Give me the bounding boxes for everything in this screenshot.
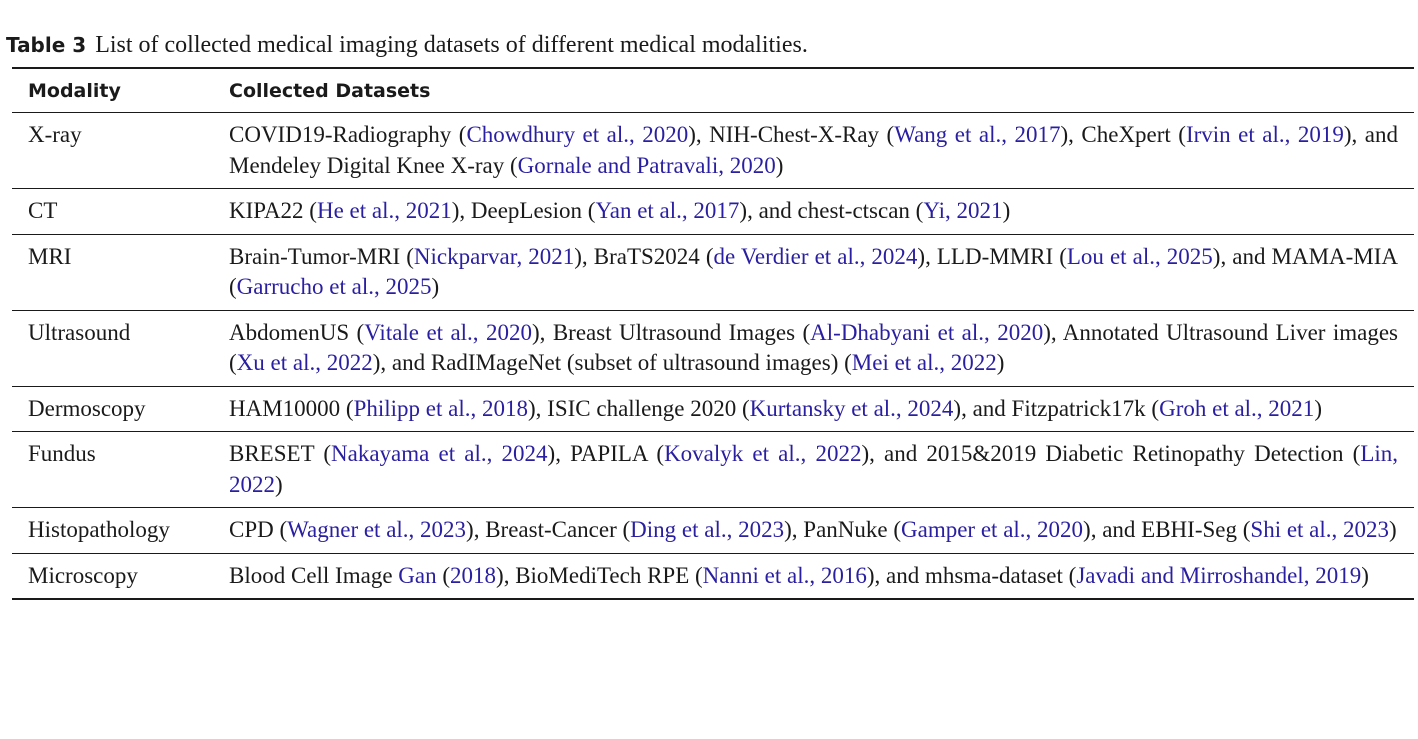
table-row: Histopathology CPD (Wagner et al., 2023),… (12, 507, 1414, 554)
citation-link[interactable]: Gan (398, 562, 437, 588)
citation-link[interactable]: Nickparvar, 2021 (413, 243, 575, 269)
citation-link[interactable]: Chowdhury et al., 2020 (466, 122, 689, 147)
citation-link[interactable]: Gornale and Patravali, 2020 (517, 152, 776, 178)
dataset-text: ), PanNuke ( (784, 517, 902, 542)
header-collected-datasets: Collected Datasets (229, 68, 1414, 113)
dataset-text: ), Annotated Ultrasound Liver images ( (229, 319, 1399, 376)
dataset-text: KIPA22 ( (229, 198, 317, 223)
table-row: X-ray COVID19-Radiography (Chowdhury et a… (12, 112, 1414, 189)
header-modality: Modality (12, 68, 229, 113)
citation-link[interactable]: Wang et al., 2017 (894, 122, 1061, 147)
datasets-cell: Blood Cell Image Gan (2018), BioMediTech… (229, 553, 1414, 599)
citation-link[interactable]: Nanni et al., 2016 (702, 562, 867, 588)
caption-text: List of collected medical imaging datase… (95, 32, 808, 58)
modality-cell: Microscopy (28, 562, 138, 588)
dataset-text: ) (775, 152, 784, 178)
citation-link[interactable]: Groh et al., 2021 (1159, 395, 1315, 421)
dataset-text: ), Breast Ultrasound Images ( (532, 319, 811, 345)
dataset-text: ), and Mendeley Digital Knee X-ray ( (229, 122, 1398, 178)
modality-cell: Fundus (12, 431, 229, 508)
dataset-text: ), and EBHI-Seg ( (1083, 517, 1251, 542)
modality-cell: CT (12, 188, 229, 235)
datasets-cell: CPD (Wagner et al., 2023), Breast-Cancer… (229, 507, 1414, 554)
citation-link[interactable]: Mei et al., 2022 (851, 350, 997, 375)
table-header-row: Modality Collected Datasets (12, 68, 1414, 113)
citation-link[interactable]: Yi, 2021 (923, 198, 1003, 223)
datasets-cell: COVID19-Radiography (Chowdhury et al., 2… (229, 112, 1414, 189)
dataset-text: ), and 2015&2019 Diabetic Retinopathy De… (861, 441, 1361, 466)
datasets-cell: KIPA22 (He et al., 2021), DeepLesion (Ya… (229, 188, 1414, 235)
modality-cell: Histopathology (12, 507, 229, 554)
modality-cell: X-ray (12, 112, 229, 189)
dataset-text: ) (1002, 198, 1011, 223)
citation-link[interactable]: Al-Dhabyani et al., 2020 (810, 319, 1044, 345)
citation-link[interactable]: He et al., 2021 (316, 198, 452, 223)
dataset-text: ), DeepLesion ( (451, 198, 596, 223)
table-row: MRI Brain-Tumor-MRI (Nickparvar, 2021), B… (12, 234, 1414, 311)
datasets-cell: Brain-Tumor-MRI (Nickparvar, 2021), BraT… (229, 234, 1414, 311)
modality-cell: Dermoscopy (12, 386, 229, 432)
table-row: Fundus BRESET (Nakayama et al., 2024), PA… (12, 431, 1414, 508)
dataset-text: ), LLD-MMRI ( (917, 243, 1067, 269)
dataset-text: CPD ( (229, 517, 288, 542)
citation-link[interactable]: Kovalyk et al., 2022 (664, 441, 862, 466)
dataset-text: ), NIH-Chest-X-Ray ( (688, 122, 895, 147)
dataset-text: ) (431, 274, 440, 299)
dataset-text: COVID19-Radiography ( (229, 122, 467, 147)
citation-link[interactable]: 2018 (450, 562, 497, 588)
citation-link[interactable]: Ding et al., 2023 (630, 517, 785, 542)
table-row: Microscopy Blood Cell Image Gan (2018), B… (12, 553, 1414, 599)
dataset-text: ), and RadIMageNet (subset of ultrasound… (372, 350, 852, 375)
citation-link[interactable]: Shi et al., 2023 (1250, 517, 1390, 542)
table-row: CT KIPA22 (He et al., 2021), DeepLesion (… (12, 188, 1414, 235)
dataset-text: Blood Cell Image (229, 562, 399, 588)
datasets-cell: AbdomenUS (Vitale et al., 2020), Breast … (229, 310, 1414, 387)
datasets-cell: HAM10000 (Philipp et al., 2018), ISIC ch… (229, 386, 1414, 432)
dataset-text: AbdomenUS ( (229, 319, 365, 345)
dataset-text: BRESET ( (229, 441, 332, 466)
dataset-text: ), and chest-ctscan ( (739, 198, 924, 223)
dataset-text: ), Breast-Cancer ( (466, 517, 631, 542)
datasets-table: Modality Collected Datasets X-ray COVID19… (12, 67, 1414, 600)
citation-link[interactable]: Irvin et al., 2019 (1185, 122, 1344, 147)
table-row: Dermoscopy HAM10000 (Philipp et al., 2018… (12, 386, 1414, 432)
citation-link[interactable]: Javadi and Mirroshandel, 2019 (1076, 562, 1362, 588)
dataset-text: ), CheXpert ( (1060, 122, 1186, 147)
dataset-text: ), BioMediTech RPE ( (496, 562, 703, 588)
citation-link[interactable]: Gamper et al., 2020 (901, 517, 1084, 542)
citation-link[interactable]: Yan et al., 2017 (595, 198, 740, 223)
dataset-text: ), BraTS2024 ( (574, 243, 714, 269)
citation-link[interactable]: Xu et al., 2022 (236, 350, 373, 375)
citation-link[interactable]: Philipp et al., 2018 (353, 395, 529, 421)
modality-cell: MRI (12, 234, 229, 311)
citation-link[interactable]: de Verdier et al., 2024 (713, 243, 918, 269)
citation-link[interactable]: Vitale et al., 2020 (364, 319, 532, 345)
modality-cell: Ultrasound (12, 310, 229, 387)
table-label: Table 3 (6, 33, 87, 57)
citation-link[interactable]: Nakayama et al., 2024 (331, 441, 548, 466)
datasets-cell: BRESET (Nakayama et al., 2024), PAPILA (… (229, 431, 1414, 508)
table-row: Ultrasound AbdomenUS (Vitale et al., 2020… (12, 310, 1414, 387)
citation-link[interactable]: Garrucho et al., 2025 (236, 274, 432, 299)
dataset-text: Brain-Tumor-MRI ( (229, 243, 414, 269)
dataset-text: ), and mhsma-dataset ( (866, 562, 1077, 588)
dataset-text: HAM10000 ( (229, 395, 354, 421)
citation-link[interactable]: Lou et al., 2025 (1066, 243, 1213, 269)
citation-link[interactable]: Kurtansky et al., 2024 (749, 395, 954, 421)
citation-link[interactable]: Wagner et al., 2023 (287, 517, 467, 542)
dataset-text: ), ISIC challenge 2020 ( (528, 395, 750, 421)
dataset-text: ) (1389, 517, 1397, 542)
dataset-text: ), PAPILA ( (547, 441, 665, 466)
table-caption: Table 3 List of collected medical imaging… (6, 30, 808, 59)
dataset-text: ) (275, 471, 283, 497)
dataset-text: ) (996, 350, 1005, 375)
dataset-text: ( (436, 562, 451, 588)
dataset-text: ) (1361, 562, 1369, 588)
citation-link[interactable]: Lin, 2022 (229, 441, 1399, 497)
table-body: X-ray COVID19-Radiography (Chowdhury et a… (12, 112, 1414, 600)
dataset-text: ), and Fitzpatrick17k ( (953, 395, 1160, 421)
dataset-text: ) (1314, 395, 1322, 421)
dataset-text: ), and MAMA-MIA ( (229, 243, 1399, 300)
